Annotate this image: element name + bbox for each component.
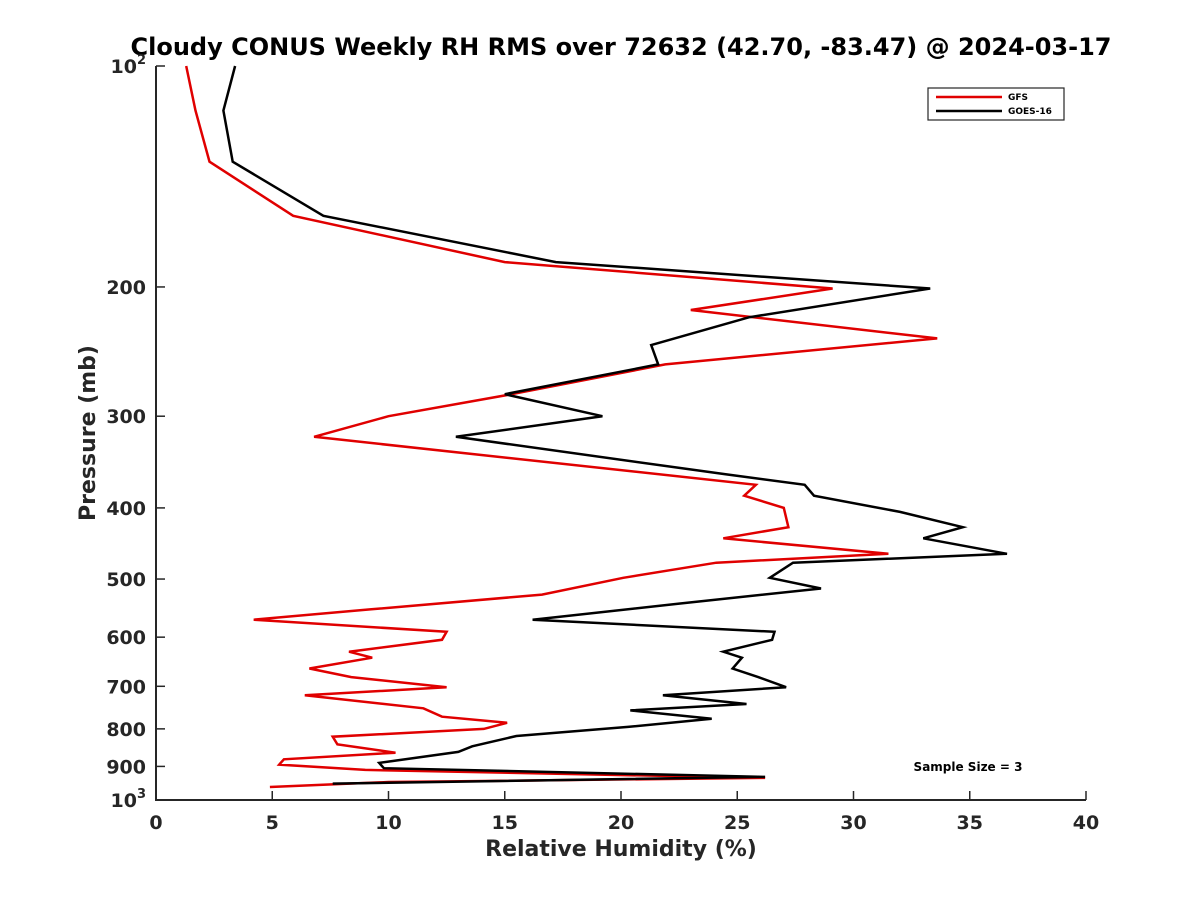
x-tick-label: 25 [724, 812, 750, 834]
y-tick-label: 200 [106, 277, 146, 299]
series-lines [184, 65, 1008, 789]
chart-title: Cloudy CONUS Weekly RH RMS over 72632 (4… [131, 33, 1112, 61]
x-tick-label: 30 [840, 812, 866, 834]
legend-label-gfs: GFS [1008, 93, 1028, 103]
y-tick-label: 400 [106, 498, 146, 520]
x-tick-label: 20 [608, 812, 634, 834]
x-tick-label: 40 [1073, 812, 1099, 834]
y-tick-label: 900 [106, 756, 146, 778]
x-axis-label: Relative Humidity (%) [485, 837, 757, 862]
x-tick-label: 10 [375, 812, 401, 834]
x-tick-label: 5 [266, 812, 279, 834]
x-axis-ticks: 0 5 10 15 20 25 30 35 40 [149, 791, 1099, 834]
y-tick-label: 700 [106, 676, 146, 698]
x-tick-label: 15 [492, 812, 518, 834]
x-tick-label: 0 [149, 812, 162, 834]
legend: GFS GOES-16 [927, 87, 1065, 121]
series-line-goes16 [222, 65, 1008, 785]
y-tick-label: 103 [111, 787, 147, 812]
y-tick-label: 800 [106, 719, 146, 741]
legend-label-goes16: GOES-16 [1008, 107, 1052, 117]
y-tick-label: 300 [106, 406, 146, 428]
sample-size-annotation: Sample Size = 3 [914, 760, 1023, 774]
legend-box [927, 87, 1065, 121]
y-tick-label: 102 [111, 53, 147, 78]
y-axis-label: Pressure (mb) [76, 345, 101, 521]
plot-axes [155, 66, 1086, 801]
y-tick-label: 500 [106, 569, 146, 591]
series-line-gfs [184, 65, 938, 789]
x-tick-label: 35 [957, 812, 983, 834]
y-tick-label: 600 [106, 627, 146, 649]
